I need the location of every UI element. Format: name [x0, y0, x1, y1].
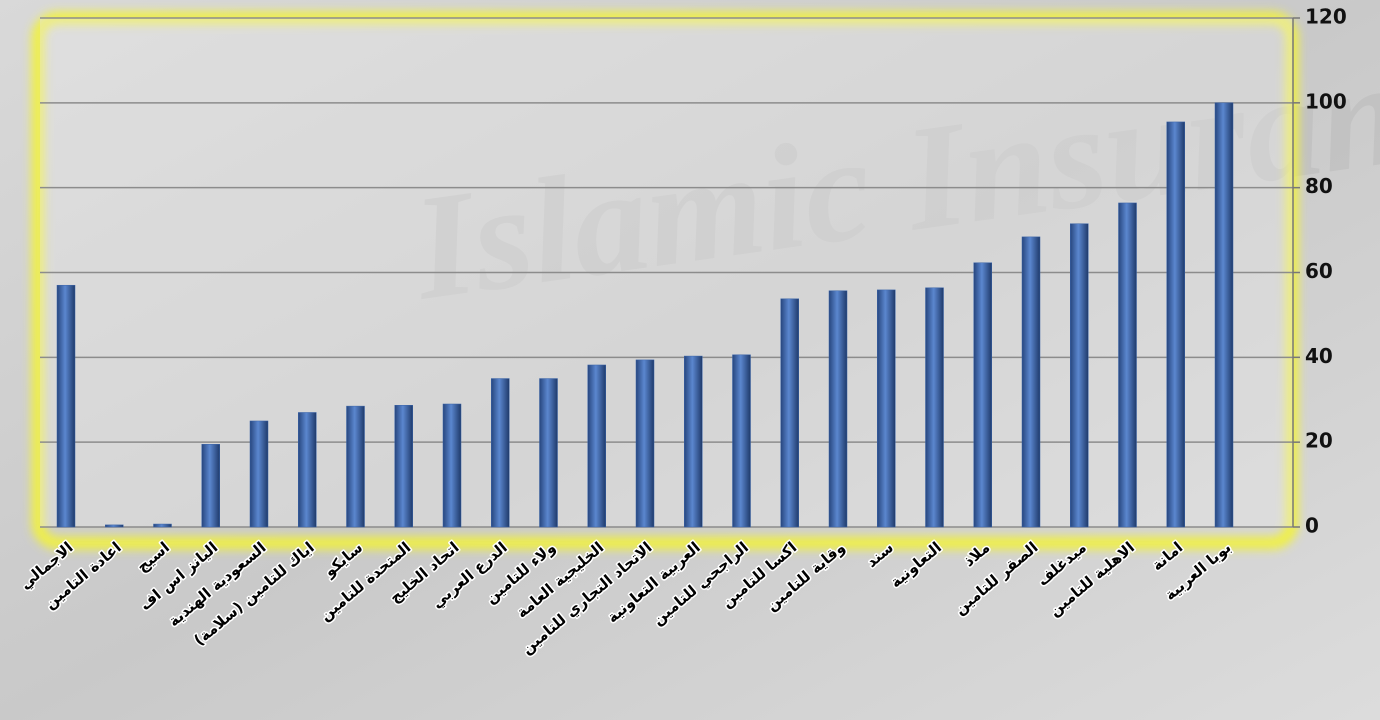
- bar: [442, 403, 462, 528]
- bar: [1166, 121, 1185, 528]
- bar: [491, 378, 510, 528]
- y-tick-label: 40: [1305, 344, 1333, 368]
- bar: [1070, 223, 1089, 528]
- y-tick-label: 120: [1305, 5, 1347, 29]
- bar: [249, 420, 269, 528]
- bar: [56, 284, 76, 528]
- bar: [635, 359, 655, 528]
- bar: [684, 355, 703, 528]
- y-tick-label: 60: [1305, 259, 1333, 283]
- bar: [539, 378, 558, 528]
- bar: [298, 412, 317, 528]
- y-tick-label: 20: [1305, 429, 1333, 453]
- bar: [394, 405, 413, 528]
- bar: [877, 289, 896, 528]
- bar: [346, 405, 365, 528]
- y-tick-label: 0: [1305, 514, 1319, 538]
- bar: [201, 444, 220, 528]
- bar: [1214, 102, 1234, 528]
- bar: [925, 287, 944, 528]
- bar: [828, 290, 848, 528]
- y-tick-label: 100: [1305, 89, 1347, 113]
- bar: [732, 354, 751, 528]
- bar: [105, 524, 124, 528]
- bar: [973, 262, 992, 528]
- bar: [1118, 202, 1137, 528]
- y-tick-label: 80: [1305, 174, 1333, 198]
- bar: [780, 298, 799, 528]
- bar: [153, 523, 172, 528]
- bar: [587, 364, 606, 528]
- bar: [1021, 236, 1041, 528]
